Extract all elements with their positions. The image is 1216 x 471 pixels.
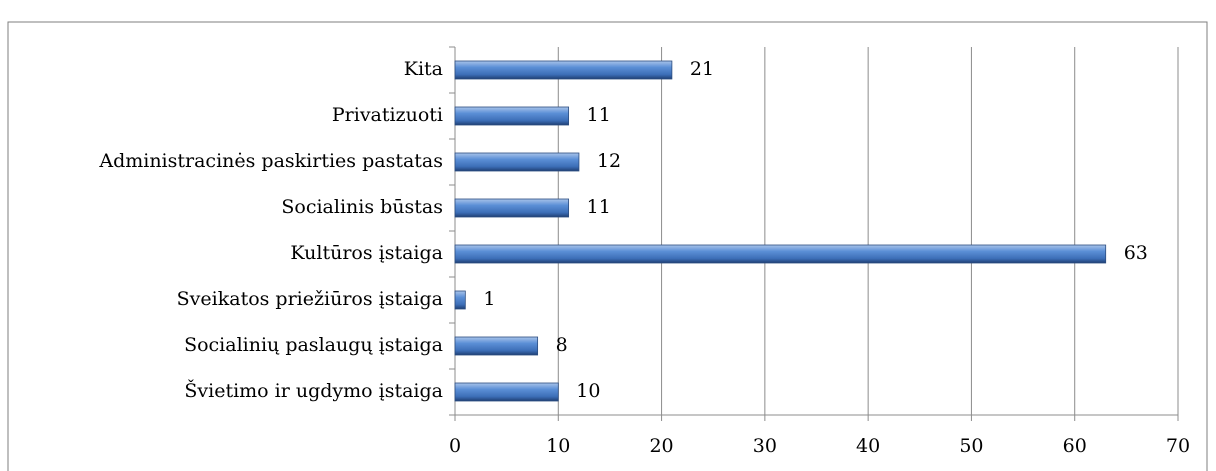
value-label: 12 (597, 150, 621, 172)
value-label: 8 (556, 334, 568, 356)
bar (454, 290, 466, 310)
value-label: 21 (690, 58, 714, 80)
y-tick-label: Administracinės paskirties pastatas (98, 150, 443, 172)
bar (454, 60, 673, 80)
bar (454, 382, 559, 402)
value-label: 11 (587, 196, 611, 218)
y-tick-label: Švietimo ir ugdymo įstaiga (184, 379, 443, 402)
x-tick-label: 20 (649, 435, 673, 457)
y-tick-label: Sveikatos priežiūros įstaiga (177, 288, 443, 310)
bar (454, 336, 539, 356)
y-tick-label: Socialinis būstas (281, 196, 443, 218)
x-tick-label: 50 (959, 435, 983, 457)
bar (454, 106, 570, 126)
x-tick-label: 60 (1063, 435, 1087, 457)
bar (454, 244, 1107, 264)
x-tick-label: 70 (1166, 435, 1190, 457)
y-tick-label: Socialinių paslaugų įstaiga (184, 334, 443, 356)
value-label: 63 (1124, 242, 1148, 264)
y-tick-label: Kita (404, 58, 443, 80)
value-label: 1 (483, 288, 495, 310)
x-tick-label: 40 (856, 435, 880, 457)
y-tick-label: Kultūros įstaiga (290, 242, 443, 264)
bar (454, 152, 580, 172)
bar (454, 198, 570, 218)
y-tick-label: Privatizuoti (332, 104, 443, 126)
value-label: 10 (576, 380, 600, 402)
value-label: 11 (587, 104, 611, 126)
x-tick-label: 10 (546, 435, 570, 457)
x-tick-label: 30 (753, 435, 777, 457)
x-tick-label: 0 (449, 435, 461, 457)
